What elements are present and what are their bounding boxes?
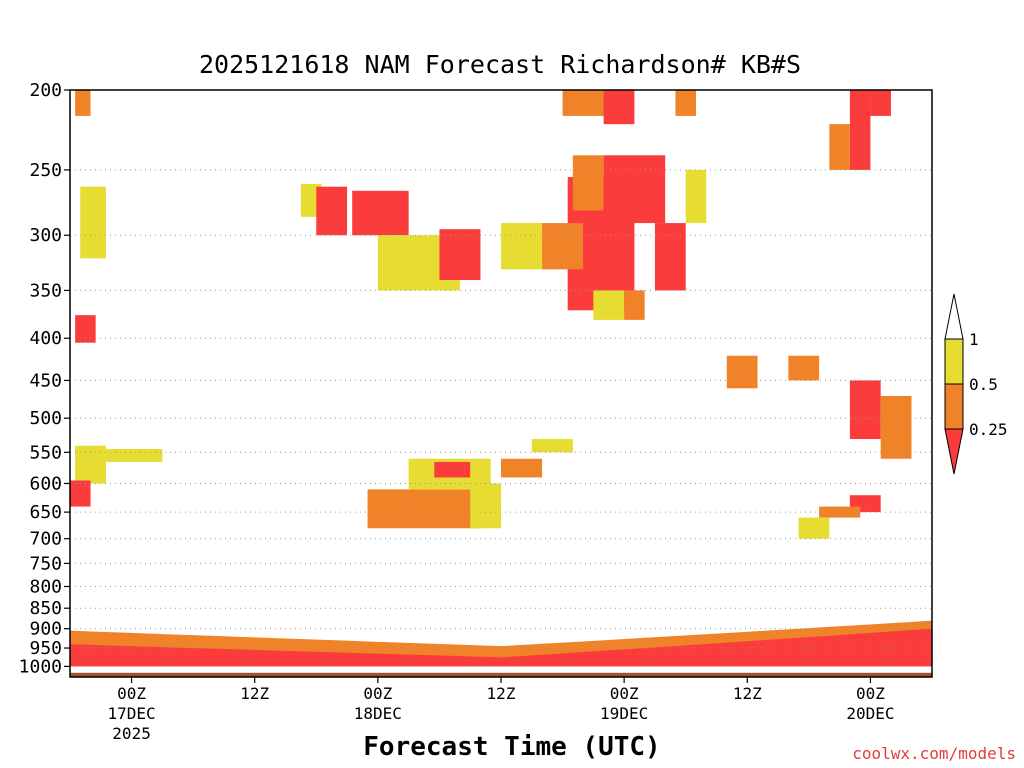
y-tick-label: 850 [29,598,62,619]
heatmap-cell [80,186,106,259]
heatmap-cell [849,380,881,440]
y-tick-label: 550 [29,442,62,463]
x-tick-date: 20DEC [846,704,894,723]
y-axis-ticks: 200 250 300 350 400 450 500 550 600 650 700 7508008… [19,80,70,677]
heatmap-cell [542,223,584,270]
heatmap-cell [470,483,501,529]
heatmap-cell [75,90,91,116]
heatmap-cell [870,90,891,116]
heatmap-cell [316,186,348,236]
x-tick-label: 12Z [487,684,516,703]
plot-frame [69,89,933,678]
heatmap-cell [501,223,543,270]
near-surface-band [70,628,932,667]
colorbar-label: 1 [969,330,979,349]
heatmap-cell [367,489,481,529]
y-tick-label: 950 [29,638,62,659]
heatmap-cell [531,439,573,453]
heatmap-cell [880,396,912,459]
colorbar-bottom-arrow [944,428,964,475]
x-tick-label: 00Z [363,684,392,703]
heatmap-cell [849,90,871,170]
x-tick-label: 12Z [240,684,269,703]
y-tick-label: 400 [29,328,62,349]
x-tick-date: 19DEC [600,704,648,723]
colorbar-bin [944,338,964,385]
heatmap-cell [675,90,696,116]
y-tick-label: 250 [29,160,62,181]
heatmap-cell [501,458,543,478]
y-tick-label: 650 [29,502,62,523]
colorbar-label: 0.5 [969,375,998,394]
y-tick-label: 700 [29,529,62,550]
colorbar-bin [944,383,964,430]
heatmap-cell [105,449,163,462]
x-tick-year: 2025 [112,724,151,743]
colorbar: 1 0.5 0.25 [944,293,1008,475]
credit-text: coolwx.com/models [852,744,1016,763]
y-tick-label: 350 [29,280,62,301]
heatmap-cell [726,355,758,389]
terrain-band [70,672,932,677]
heatmap-cell [70,480,91,507]
y-tick-label: 200 [29,80,62,101]
y-tick-label: 1000 [19,656,62,677]
heatmap-cell [75,315,96,343]
heatmap-cell [829,124,850,170]
heatmap-cell [788,355,820,381]
terrain-fill [70,672,932,677]
heatmap-cell [75,445,106,484]
y-tick-label: 900 [29,619,62,640]
heatmap-cell [654,223,686,291]
x-tick-date: 18DEC [354,704,402,723]
heatmap-cell [603,90,635,125]
heatmap-cells [70,90,932,667]
heatmap-cell [439,229,481,281]
heatmap-cell [685,169,707,224]
y-tick-label: 450 [29,370,62,391]
colorbar-label: 0.25 [969,420,1008,439]
y-tick-label: 300 [29,225,62,246]
heatmap-cell [434,461,471,478]
x-tick-label: 12Z [733,684,762,703]
chart-title: 2025121618 NAM Forecast Richardson# KB#S [198,50,802,79]
x-tick-label: 00Z [117,684,146,703]
heatmap-cell [624,290,645,320]
y-tick-label: 600 [29,473,62,494]
y-tick-label: 750 [29,553,62,574]
heatmap-cell [603,155,666,224]
x-tick-date: 17DEC [107,704,155,723]
heatmap-cell [819,506,861,518]
heatmap-cell [572,155,604,211]
y-tick-label: 800 [29,576,62,597]
heatmap-cell [593,290,625,320]
x-tick-label: 00Z [856,684,885,703]
heatmap-cell [798,517,830,539]
x-tick-label: 00Z [610,684,639,703]
y-tick-label: 500 [29,408,62,429]
colorbar-top-arrow [944,293,964,340]
x-axis-label: Forecast Time (UTC) [363,732,661,762]
heatmap-cell [352,190,409,236]
